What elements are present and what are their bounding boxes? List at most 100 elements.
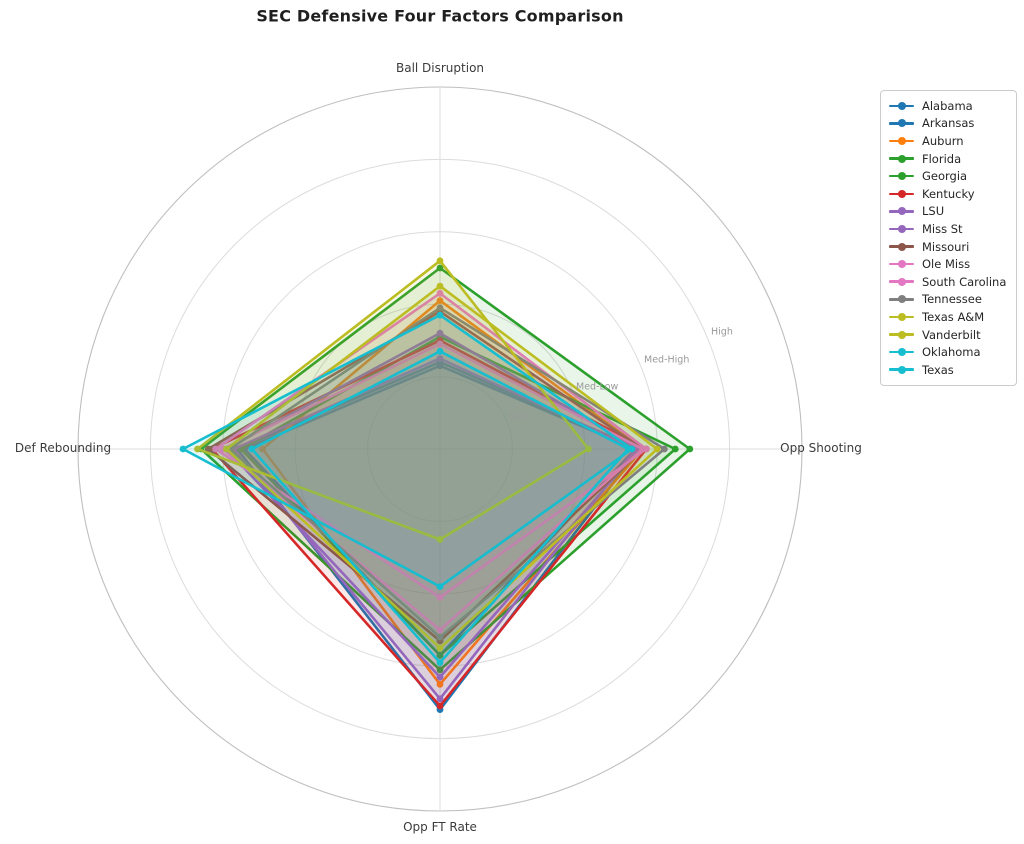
legend-marker-auburn	[889, 136, 914, 146]
series-marker-texas-def-rebounding	[248, 445, 256, 453]
legend-dot-icon	[897, 172, 906, 181]
legend-item-auburn: Auburn	[889, 132, 1006, 150]
legend-marker-georgia	[889, 171, 914, 181]
legend-label-alabama: Alabama	[922, 98, 973, 113]
legend-item-tennessee: Tennessee	[889, 291, 1006, 309]
legend-dot-icon	[897, 101, 906, 110]
radial-tick-low: Low	[509, 410, 528, 422]
legend-item-lsu: LSU	[889, 203, 1006, 221]
series-fill-lsu	[226, 333, 640, 678]
axis-label-def-rebounding: Def Rebounding	[14, 441, 112, 455]
legend-dot-icon	[897, 260, 906, 269]
chart-title: SEC Defensive Four Factors Comparison	[256, 6, 624, 26]
legend-item-georgia: Georgia	[889, 167, 1006, 185]
radial-tick-med-low: Med-Low	[576, 381, 619, 393]
legend: Alabama Arkansas Auburn Florida Georgia Kentu…	[880, 90, 1018, 386]
legend-label-texas: Texas	[922, 362, 954, 377]
series-marker-miss-st-ball-disruption	[436, 355, 444, 362]
series-marker-texas-a-m-ball-disruption	[436, 257, 444, 265]
series-texas-a-m	[194, 257, 592, 543]
legend-marker-texas	[889, 365, 914, 375]
series-marker-oklahoma-def-rebounding	[179, 445, 187, 453]
legend-label-south-carolina: South Carolina	[922, 274, 1007, 289]
series-marker-lsu-opp-ft-rate	[436, 673, 444, 681]
series-fill-miss-st	[233, 358, 636, 699]
legend-item-ole-miss: Ole Miss	[889, 255, 1006, 273]
radial-tick-high: High	[711, 326, 733, 338]
legend-dot-icon	[897, 136, 906, 145]
series-marker-lsu-ball-disruption	[436, 329, 444, 337]
legend-marker-lsu	[889, 206, 914, 216]
legend-marker-vanderbilt	[889, 330, 914, 340]
series-fill-arkansas	[244, 365, 636, 656]
series-marker-texas-a-m-opp-shooting	[585, 445, 592, 453]
series-marker-texas-ball-disruption	[436, 347, 444, 355]
series-south-carolina	[219, 340, 647, 634]
legend-label-tennessee: Tennessee	[922, 292, 982, 307]
series-marker-texas-opp-ft-rate	[436, 659, 444, 666]
series-marker-south-carolina-opp-shooting	[639, 445, 647, 453]
series-marker-texas-a-m-def-rebounding	[194, 445, 201, 453]
series-marker-georgia-opp-ft-rate	[436, 651, 444, 659]
series-marker-oklahoma-opp-ft-rate	[436, 583, 444, 590]
legend-label-auburn: Auburn	[922, 133, 964, 148]
legend-item-vanderbilt: Vanderbilt	[889, 326, 1006, 344]
axis-label-opp-ft-rate: Opp FT Rate	[403, 820, 477, 834]
legend-label-ole-miss: Ole Miss	[922, 257, 971, 272]
series-fill-texas	[251, 351, 629, 663]
legend-marker-oklahoma	[889, 347, 914, 357]
series-marker-florida-ball-disruption	[436, 264, 444, 272]
axis-label-opp-shooting: Opp Shooting	[780, 441, 862, 455]
series-marker-ole-miss-ball-disruption	[436, 289, 444, 297]
series-marker-georgia-opp-shooting	[671, 445, 679, 453]
series-marker-south-carolina-ball-disruption	[436, 340, 444, 348]
legend-label-oklahoma: Oklahoma	[922, 345, 981, 360]
legend-label-lsu: LSU	[922, 204, 945, 219]
series-marker-miss-st-opp-ft-rate	[436, 695, 444, 703]
legend-marker-texas-a-m	[889, 312, 914, 322]
legend-dot-icon	[897, 330, 906, 339]
legend-label-missouri: Missouri	[922, 239, 970, 254]
series-marker-auburn-ball-disruption	[436, 297, 444, 304]
series-marker-florida-opp-shooting	[686, 445, 694, 453]
legend-marker-tennessee	[889, 294, 914, 304]
series-marker-tennessee-opp-ft-rate	[436, 633, 444, 641]
series-fill-south-carolina	[222, 344, 643, 630]
legend-item-missouri: Missouri	[889, 238, 1006, 256]
legend-marker-miss-st	[889, 224, 914, 234]
series-marker-arkansas-ball-disruption	[436, 362, 444, 370]
series-fill-texas-a-m	[197, 260, 589, 540]
series-fill-alabama	[237, 362, 640, 710]
series-tennessee	[226, 304, 668, 641]
series-marker-auburn-def-rebounding	[259, 445, 266, 453]
legend-item-texas: Texas	[889, 361, 1006, 379]
legend-marker-ole-miss	[889, 259, 914, 269]
legend-label-vanderbilt: Vanderbilt	[922, 327, 981, 342]
series-texas	[248, 347, 632, 666]
series-oklahoma	[179, 311, 636, 590]
series-fill-florida	[201, 268, 690, 670]
legend-item-texas-a-m: Texas A&M	[889, 308, 1006, 326]
legend-label-miss-st: Miss St	[922, 221, 963, 236]
series-marker-vanderbilt-ball-disruption	[436, 282, 444, 290]
legend-dot-icon	[897, 224, 906, 233]
series-vanderbilt	[223, 282, 661, 652]
series-marker-tennessee-ball-disruption	[436, 304, 444, 312]
series-marker-ole-miss-opp-ft-rate	[436, 594, 444, 601]
legend-label-arkansas: Arkansas	[922, 116, 975, 131]
legend-marker-missouri	[889, 242, 914, 252]
radial-tick-med-high: Med-High	[644, 354, 690, 366]
series-fill-oklahoma	[183, 315, 632, 587]
legend-marker-kentucky	[889, 189, 914, 199]
series-marker-south-carolina-opp-ft-rate	[436, 626, 444, 634]
legend-dot-icon	[897, 348, 906, 357]
series-marker-oklahoma-ball-disruption	[436, 311, 444, 319]
legend-dot-icon	[897, 119, 906, 128]
legend-item-oklahoma: Oklahoma	[889, 343, 1006, 361]
legend-label-georgia: Georgia	[922, 169, 968, 184]
series-fill-tennessee	[230, 307, 665, 638]
series-marker-missouri-def-rebounding	[204, 445, 212, 453]
axis-label-ball-disruption: Ball Disruption	[395, 61, 485, 75]
series-fill-vanderbilt	[226, 286, 658, 649]
